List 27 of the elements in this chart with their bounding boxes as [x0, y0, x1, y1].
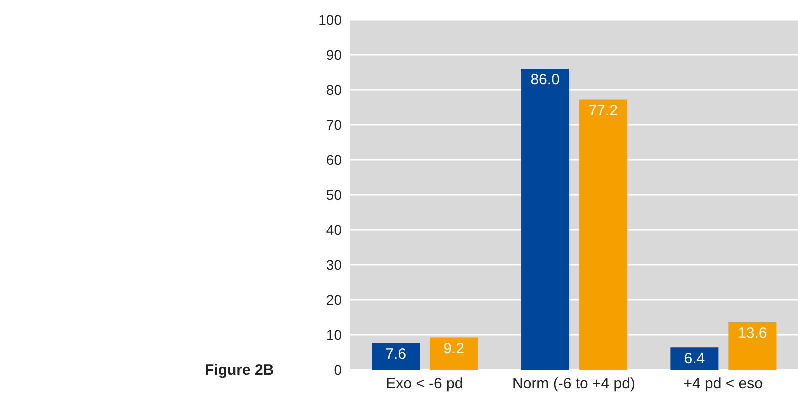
x-tick-label: Norm (-6 to +4 pd) — [512, 376, 636, 393]
y-tick-label: 90 — [326, 46, 342, 63]
data-label: 7.6 — [386, 346, 406, 364]
y-tick-label: 70 — [326, 116, 342, 133]
bar — [670, 348, 719, 370]
bar — [579, 100, 628, 370]
x-tick-label: Exo < -6 pd — [386, 376, 464, 393]
bar — [521, 69, 570, 370]
y-tick-label: 100 — [318, 12, 342, 28]
x-tick-label: +4 pd < eso — [684, 376, 763, 393]
data-label: 13.6 — [738, 325, 768, 342]
bar — [728, 322, 777, 370]
y-tick-label: 40 — [326, 222, 342, 238]
data-label: 86.0 — [530, 72, 560, 89]
y-tick-label: 60 — [326, 152, 342, 168]
data-label: 9.2 — [444, 340, 464, 358]
y-tick-label: 50 — [326, 186, 342, 203]
y-tick-label: 30 — [326, 256, 342, 273]
bar — [372, 343, 420, 370]
y-tick-label: 20 — [326, 292, 342, 308]
y-tick-label: 10 — [326, 326, 342, 343]
caption: Figure 2B — [205, 362, 274, 379]
y-tick-label: 80 — [326, 82, 342, 98]
y-tick-label: 0 — [334, 362, 342, 378]
data-label: 6.4 — [684, 350, 706, 368]
bar — [430, 338, 478, 370]
data-label: 77.2 — [588, 102, 618, 120]
